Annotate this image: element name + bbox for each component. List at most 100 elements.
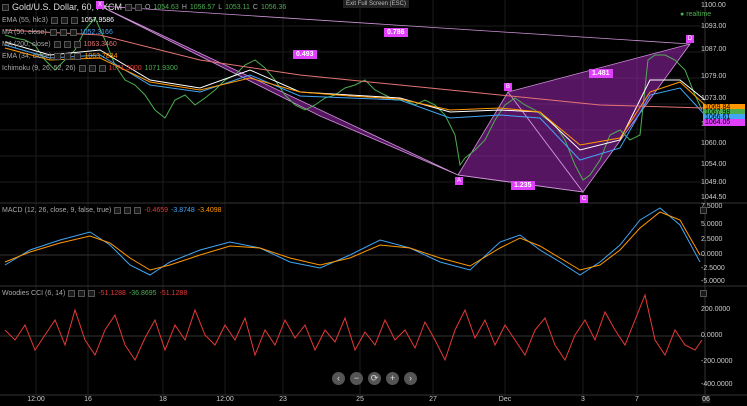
pattern-point-a: A (455, 177, 463, 185)
cci-value: -51.1288 (98, 290, 126, 297)
close-icon[interactable] (74, 53, 82, 60)
ohlc-low-value: 1053.11 (225, 3, 250, 11)
eye-icon[interactable] (68, 290, 76, 297)
time-axis-label: 27 (429, 396, 437, 403)
indicator-label[interactable]: Ichimoku (9, 26, 52, 26) (2, 65, 76, 72)
gear-icon[interactable] (63, 41, 71, 48)
eye-icon[interactable] (78, 65, 86, 72)
macd-axis-label: 0.0000 (701, 251, 723, 258)
time-axis-label: Dec (498, 396, 512, 403)
close-icon[interactable] (70, 17, 78, 24)
pane-collapse-icon[interactable] (700, 290, 707, 297)
cci-axis-label: 200.0000 (701, 306, 731, 313)
time-axis-label: 12:00 (27, 396, 45, 403)
ohlc-close-value: 1056.36 (260, 3, 287, 11)
macd-axis-label: 7.5000 (701, 203, 723, 210)
indicator-label[interactable]: MA (50, close) (2, 29, 47, 36)
close-icon[interactable] (88, 290, 96, 297)
macd-line-value: -3.8748 (171, 207, 195, 214)
zoom-in-button[interactable]: + (386, 372, 399, 385)
indicator-row-ema55[interactable]: EMA (55, hlc3) 1057.9586 (2, 17, 114, 24)
ohlc-close-key: C (252, 3, 258, 11)
price-axis-label: 1073.00 (701, 95, 727, 102)
price-tag-pattern: 1064.05 (703, 119, 745, 126)
ohlc-low-key: L (218, 3, 223, 11)
cci-legend[interactable]: Woodies CCI (6, 14) -51.1288 -36.8695 -5… (2, 290, 187, 297)
close-icon[interactable] (73, 41, 81, 48)
gear-icon[interactable] (124, 207, 132, 214)
grid-lines (0, 0, 705, 395)
cci-axis-label: -400.0000 (701, 381, 733, 388)
scroll-left-button[interactable]: ‹ (332, 372, 345, 385)
scroll-right-button[interactable]: › (404, 372, 417, 385)
price-axis-label: 1049.00 (701, 179, 727, 186)
indicator-label[interactable]: EMA (34, close) (2, 53, 52, 60)
time-axis-label: 16 (84, 396, 92, 403)
symbol-menu-icon[interactable] (2, 3, 9, 11)
indicator-label[interactable]: MA (200, close) (2, 41, 51, 48)
indicator-row-ema34[interactable]: EMA (34, close) 1063.7834 (2, 53, 118, 60)
price-tag-ema34: 1069.84 (703, 104, 745, 111)
indicator-row-ma50[interactable]: MA (50, close) 1052.3166 (2, 29, 113, 36)
price-axis-label: 1079.00 (701, 73, 727, 80)
macd-axis-label: 5.0000 (701, 221, 723, 228)
realtime-label: realtime (686, 11, 712, 18)
price-axis-label: 1054.00 (701, 161, 727, 168)
hide-icon[interactable] (135, 3, 143, 11)
indicator-value: 1063.7834 (84, 53, 118, 60)
time-axis-label: 18 (159, 396, 167, 403)
macd-signal-value: -3.4098 (197, 207, 222, 214)
gear-icon[interactable] (78, 290, 86, 297)
price-tag-last: 1067.98 (703, 109, 745, 116)
macd-plot (0, 207, 705, 276)
exit-fullscreen-button[interactable]: Exit Full Screen (ESC) (343, 0, 410, 8)
gear-icon[interactable] (59, 29, 67, 36)
realtime-indicator: ● realtime (680, 11, 712, 18)
cci-axis-label: -200.0000 (701, 358, 733, 365)
eye-icon[interactable] (54, 53, 62, 60)
ohlc-high-key: H (181, 3, 187, 11)
pattern-point-x: X (96, 1, 104, 9)
price-axis-label: 1100.00 (701, 2, 726, 9)
time-axis-label: 23 (279, 396, 287, 403)
indicator-row-ma200[interactable]: MA (200, close) 1063.3460 (2, 41, 117, 48)
pane-collapse-icon[interactable] (700, 207, 707, 214)
harmonic-pattern[interactable] (99, 5, 691, 193)
zoom-out-button[interactable]: − (350, 372, 363, 385)
cci-label[interactable]: Woodies CCI (6, 14) (2, 290, 66, 297)
eye-icon[interactable] (53, 41, 61, 48)
gear-icon[interactable] (64, 53, 72, 60)
time-axis-label: 12:00 (216, 396, 234, 403)
gear-icon[interactable] (60, 17, 68, 24)
indicator-value: 1063.3460 (83, 41, 117, 48)
close-icon[interactable] (69, 29, 77, 36)
macd-legend[interactable]: MACD (12, 26, close, 9, false, true) -0.… (2, 207, 222, 214)
indicator-value: 1071.3000 (108, 65, 142, 72)
price-candles (4, 17, 703, 181)
indicator-label[interactable]: EMA (55, hlc3) (2, 17, 48, 24)
moving-averages (4, 29, 706, 161)
eye-icon[interactable] (114, 207, 122, 214)
eye-icon[interactable] (49, 29, 57, 36)
price-axis-label: 1087.00 (701, 46, 727, 53)
eye-icon[interactable] (50, 17, 58, 24)
price-tag-ma50: 1066.61 (703, 114, 745, 121)
pattern-ratio-xd: 0.786 (384, 28, 408, 37)
pattern-ratio-bd: 1.481 (589, 69, 613, 78)
indicator-value: 1071.9300 (144, 65, 178, 72)
close-icon[interactable] (98, 65, 106, 72)
indicator-row-ichimoku[interactable]: Ichimoku (9, 26, 52, 26) 1071.3000 1071.… (2, 65, 178, 72)
symbol-title[interactable]: Gold/U.S. Dollar, 60, FXCM (12, 2, 123, 12)
cci-axis-label: 0.0000 (701, 332, 723, 339)
macd-label[interactable]: MACD (12, 26, close, 9, false, true) (2, 207, 112, 214)
price-axis-label: 1093.00 (701, 23, 727, 30)
close-icon[interactable] (134, 207, 142, 214)
macd-axis-label: -5.0000 (701, 278, 725, 285)
pattern-point-b: B (504, 83, 512, 91)
reset-button[interactable]: ⟳ (368, 372, 381, 385)
gear-icon[interactable] (88, 65, 96, 72)
pattern-ratio-ac: 1.235 (511, 181, 535, 190)
ohlc-open-key: O (145, 3, 151, 11)
settings-icon[interactable] (125, 3, 133, 11)
